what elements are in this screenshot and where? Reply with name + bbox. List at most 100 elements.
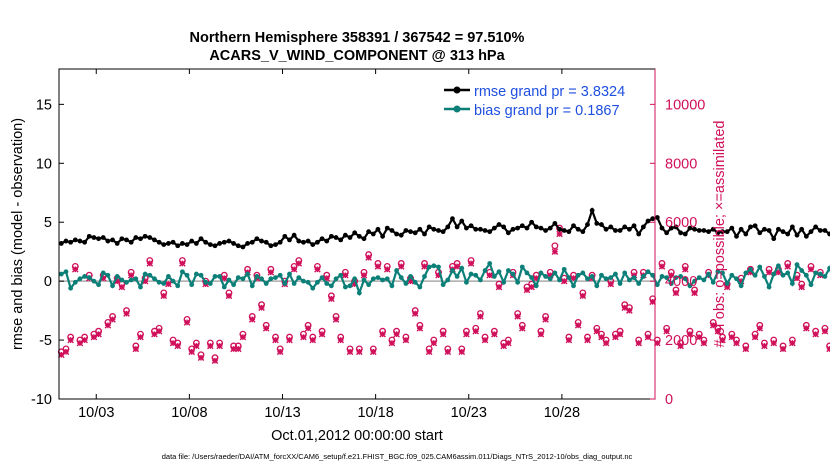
assimilated-point [747,269,754,276]
rmse-point [72,237,78,243]
rmse-point [445,224,451,230]
y-right-tick-label: 2000 [665,333,697,349]
assimilated-point [481,336,489,344]
rmse-point [370,231,376,237]
assimilated-point [668,271,675,279]
assimilated-point [728,333,736,341]
plot-area [57,207,830,364]
rmse-point [827,231,830,237]
rmse-point [119,236,125,242]
rmse-point [398,232,404,238]
rmse-point [696,228,702,233]
bias-point [431,263,437,269]
rmse-point [417,226,423,232]
rmse-point [161,242,167,248]
x-tick-label: 10/13 [264,405,300,421]
bias-point [775,263,781,269]
rmse-point [291,232,297,238]
x-tick-label: 10/03 [78,405,114,421]
bias-point [566,275,572,281]
bias-point [417,284,423,290]
bias-point [482,268,488,273]
bias-point [245,271,250,277]
bias-point [352,276,358,282]
bias-point [720,270,725,276]
rmse-point [617,228,623,233]
bias-point [124,279,129,285]
assimilated-point [188,348,195,356]
bias-point [212,274,218,279]
rmse-point [775,226,781,232]
rmse-point [338,237,344,243]
rmse-point [505,230,511,236]
assimilated-point [537,330,545,338]
rmse-point [166,241,171,246]
bias-point [389,283,395,289]
bias-point [571,283,576,289]
rmse-point [310,242,316,248]
assimilated-point [775,269,782,276]
y-axis-right-label: # of obs: o=possible; ×=assimilated [712,121,728,348]
bias-point [114,274,120,279]
rmse-point [594,220,600,226]
bias-point [68,285,74,291]
assimilated-point [574,322,582,329]
assimilated-point [225,292,233,300]
y-tick-label: 15 [36,97,52,113]
bias-point [91,278,97,284]
possible-point [551,242,559,250]
assimilated-point [542,316,549,323]
assimilated-point [616,330,624,338]
rmse-point [147,235,153,240]
rmse-point [687,225,693,231]
bias-point [96,282,101,288]
assimilated-point [556,230,563,238]
bias-point [100,270,106,276]
bias-point [249,283,255,289]
rmse-point [305,238,311,244]
bias-point [403,281,409,286]
bias-point [678,274,684,279]
assimilated-point [314,266,321,273]
y-tick-label: 0 [44,274,52,290]
rmse-point [724,229,730,235]
bias-point [491,274,497,279]
rmse-point [734,233,739,239]
assimilated-point [686,330,694,338]
bias-point [496,269,502,275]
bias-point [789,281,795,286]
legend-bias-marker [453,105,461,113]
rmse-point [259,238,264,244]
bias-point [273,275,278,281]
rmse-point [175,243,181,249]
bias-point [72,279,78,285]
rmse-point [170,239,176,245]
assimilated-point [733,339,740,347]
y-axis-right: 0 2000 4000 6000 8000 10000 [650,69,705,408]
rmse-point [664,230,670,236]
bias-point [408,274,413,279]
rmse-point [431,226,437,232]
series-possible [57,224,830,362]
assimilated-point [495,283,503,291]
bias-point [533,283,539,289]
bias-point [380,277,386,283]
bias-point [370,276,376,282]
bias-point [501,279,507,285]
rmse-point [324,238,330,244]
assimilated-point [565,336,573,344]
assimilated-point [337,336,344,344]
rmse-point [710,226,716,232]
rmse-point [561,228,567,233]
rmse-point [352,230,358,236]
assimilated-point [160,292,168,300]
bias-point [310,285,316,291]
rmse-point [771,236,777,242]
y-tick-label: 10 [36,156,52,172]
assimilated-point [425,348,433,356]
assimilated-point [644,333,652,341]
assimilated-point [691,289,698,297]
assimilated-point [681,266,689,273]
assimilated-point [584,336,591,344]
assimilated-point [58,351,65,359]
